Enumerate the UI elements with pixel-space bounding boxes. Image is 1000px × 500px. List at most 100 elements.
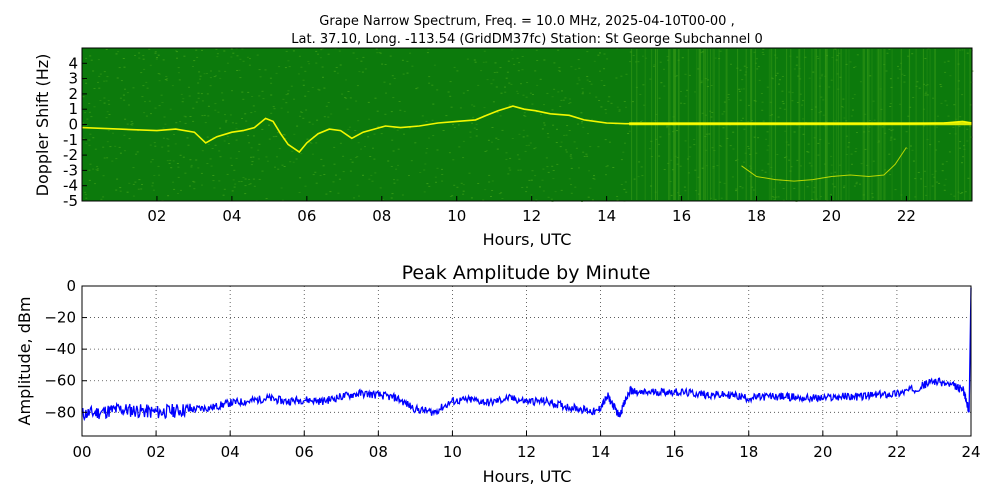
- spectrogram-noise-speck: [782, 188, 785, 189]
- spectrogram-noise-speck: [226, 135, 229, 137]
- spectrogram-noise-speck: [320, 49, 323, 51]
- spectrogram-noise-speck: [335, 174, 337, 176]
- spectrogram-noise-speck: [177, 176, 180, 178]
- spectrogram-noise-speck: [192, 107, 195, 109]
- spectrogram-noise-speck: [180, 189, 182, 191]
- spectrogram-noise-speck: [649, 78, 652, 80]
- spectrogram-noise-speck: [694, 91, 696, 93]
- spectrogram-noise-speck: [473, 59, 476, 61]
- spectrogram-noise-speck: [616, 106, 619, 108]
- spectrogram-noise-speck: [802, 100, 804, 102]
- spectrogram-noise-speck: [193, 60, 196, 62]
- spectrogram-noise-speck: [408, 175, 410, 176]
- spectrogram-noise-speck: [747, 146, 750, 147]
- spectrogram-noise-speck: [720, 197, 723, 199]
- spectrogram-noise-speck: [658, 143, 660, 145]
- spectrogram-noise-speck: [608, 96, 611, 98]
- spectrogram-noise-speck: [462, 190, 465, 192]
- spectrogram-noise-speck: [632, 55, 635, 56]
- spectrogram-noise-speck: [134, 181, 137, 183]
- amplitude-x-tick-label: 12: [517, 443, 536, 461]
- spectrogram-noise-speck: [607, 100, 610, 102]
- spectrogram-noise-speck: [615, 77, 618, 79]
- spectrogram-noise-speck: [285, 102, 288, 104]
- spectrogram-noise-speck: [543, 122, 546, 124]
- spectrogram-noise-speck: [323, 174, 326, 175]
- spectrogram-noise-speck: [250, 164, 253, 166]
- spectrogram-noise-speck: [586, 76, 589, 77]
- spectrogram-noise-speck: [302, 84, 305, 86]
- spectrogram-noise-speck: [570, 157, 573, 159]
- spectrogram-noise-speck: [130, 124, 133, 126]
- spectrogram-noise-speck: [300, 66, 303, 68]
- spectrogram-noise-speck: [864, 113, 867, 115]
- spectrogram-noise-speck: [252, 105, 255, 107]
- spectrogram-noise-speck: [285, 94, 288, 96]
- spectrogram-noise-speck: [84, 191, 87, 193]
- spectrogram-noise-speck: [315, 142, 318, 144]
- spectrogram-noise-speck: [88, 179, 91, 181]
- spectrogram-noise-speck: [362, 56, 365, 58]
- spectrogram-noise-speck: [620, 75, 623, 77]
- spectrogram-noise-speck: [804, 56, 807, 58]
- spectrogram-noise-speck: [268, 138, 271, 140]
- spectrogram-noise-speck: [550, 198, 553, 200]
- spectrogram-noise-speck: [431, 84, 434, 86]
- spectrogram-noise-speck: [337, 192, 340, 194]
- spectrogram-noise-speck: [756, 68, 759, 70]
- spectrogram-noise-speck: [612, 167, 615, 168]
- spectrogram-noise-speck: [535, 49, 538, 51]
- spectrogram-noise-speck: [822, 99, 825, 101]
- spectrogram-noise-speck: [252, 178, 255, 180]
- amplitude-y-axis-label: Amplitude, dBm: [15, 297, 34, 426]
- spectrogram-noise-speck: [642, 84, 645, 86]
- spectrogram-noise-speck: [171, 85, 174, 87]
- spectrogram-noise-speck: [757, 137, 760, 139]
- spectrogram-noise-speck: [375, 48, 378, 50]
- spectrogram-noise-speck: [813, 187, 816, 189]
- spectrogram-noise-speck: [684, 73, 687, 75]
- spectrogram-noise-speck: [472, 116, 475, 118]
- spectrogram-noise-speck: [325, 105, 328, 107]
- spectrogram-noise-speck: [605, 174, 607, 176]
- spectrogram-noise-speck: [578, 79, 581, 81]
- spectrogram-noise-speck: [103, 157, 106, 159]
- spectrogram-noise-speck: [100, 198, 103, 200]
- spectrogram-noise-speck: [655, 138, 658, 140]
- spectrogram-noise-speck: [761, 51, 764, 53]
- spectrogram-noise-speck: [157, 73, 160, 74]
- spectrogram-noise-speck: [218, 150, 221, 152]
- spectrogram-y-tick-label: -4: [63, 177, 78, 195]
- spectrogram-noise-speck: [97, 59, 100, 61]
- spectrogram-noise-speck: [658, 97, 661, 99]
- spectrogram-noise-speck: [468, 172, 471, 174]
- spectrogram-noise-speck: [241, 48, 244, 50]
- spectrogram-noise-speck: [138, 179, 141, 181]
- spectrogram-noise-speck: [370, 174, 373, 176]
- spectrogram-noise-speck: [106, 111, 109, 113]
- spectrogram-noise-speck: [403, 110, 406, 112]
- spectrogram-noise-speck: [557, 70, 560, 72]
- spectrogram-noise-speck: [282, 98, 285, 100]
- spectrogram-noise-speck: [688, 156, 691, 158]
- spectrogram-noise-speck: [281, 199, 284, 201]
- spectrogram-noise-speck: [897, 65, 899, 67]
- spectrogram-noise-speck: [378, 52, 381, 53]
- spectrogram-noise-speck: [625, 106, 627, 108]
- spectrogram-noise-speck: [358, 195, 360, 197]
- spectrogram-noise-speck: [376, 52, 379, 54]
- spectrogram-noise-speck: [885, 70, 888, 72]
- spectrogram-noise-speck: [419, 172, 422, 173]
- spectrogram-noise-speck: [178, 79, 181, 81]
- spectrogram-noise-speck: [295, 158, 298, 160]
- spectrogram-noise-speck: [426, 52, 429, 54]
- spectrogram-noise-speck: [89, 133, 92, 135]
- spectrogram-noise-speck: [482, 199, 485, 201]
- spectrogram-noise-speck: [552, 124, 555, 126]
- spectrogram-noise-speck: [670, 194, 673, 196]
- spectrogram-noise-speck: [869, 75, 872, 77]
- spectrogram-noise-speck: [697, 176, 700, 178]
- spectrogram-noise-speck: [889, 139, 892, 141]
- spectrogram-noise-speck: [775, 196, 778, 198]
- spectrogram-noise-speck: [176, 57, 178, 59]
